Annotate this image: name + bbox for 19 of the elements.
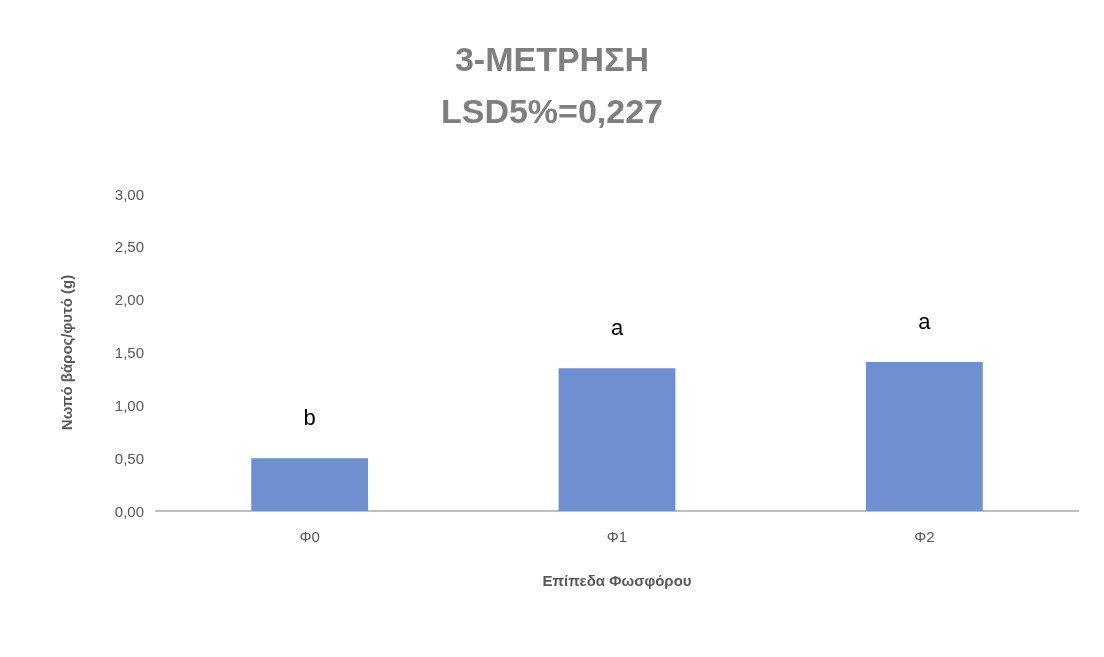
y-axis-title: Νωπό βάρος/φυτό (g)	[58, 274, 75, 431]
x-tick-label: Φ2	[914, 528, 935, 545]
annotation: a	[918, 308, 932, 334]
chart-title: 3-ΜΕΤΡΗΣΗ LSD5%=0,227	[440, 40, 664, 130]
bar	[558, 368, 676, 511]
y-tick-label: 2,00	[114, 291, 144, 309]
y-tick-label: 3,00	[114, 185, 144, 203]
bar	[251, 458, 369, 511]
annotation: b	[303, 404, 316, 430]
x-tick-label: Φ0	[299, 528, 320, 545]
y-tick-label: 0,50	[114, 449, 144, 467]
y-tick-label: 1,50	[114, 344, 144, 361]
bar	[865, 362, 983, 511]
y-tick-label: 0,00	[114, 502, 144, 520]
y-tick-label: 2,50	[114, 238, 144, 256]
annotation: a	[610, 314, 624, 340]
x-axis-title: Επίπεδα Φωσφόρου	[542, 572, 692, 589]
y-tick-label: 1,00	[114, 396, 144, 414]
x-tick-label: Φ1	[606, 528, 628, 545]
